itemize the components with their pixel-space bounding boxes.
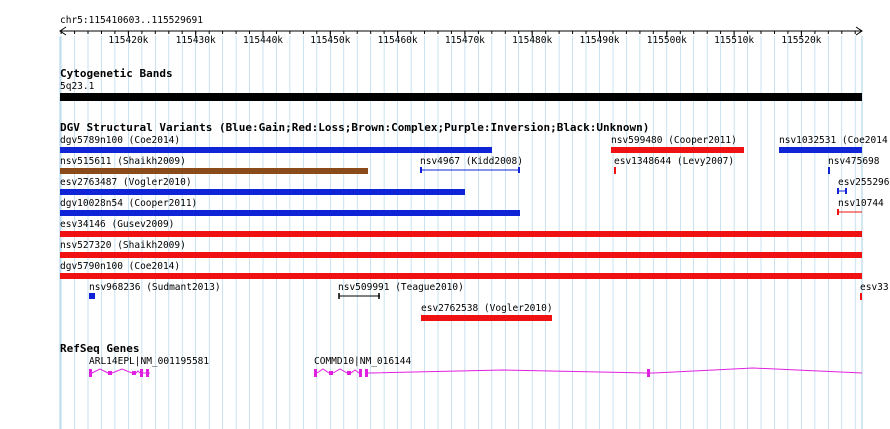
cytoband-bar[interactable] [60,93,862,101]
feature-label: dgv5789n100 (Coe2014) [60,135,181,146]
feature-label: esv2763487 (Vogler2010) [60,177,192,188]
cytoband-track-title: Cytogenetic Bands [60,67,173,80]
feature-label: nsv527320 (Shaikh2009) [60,240,186,251]
ruler-tick-label: 115520k [781,35,822,46]
feature-label: nsv1032531 (Coe2014 [779,135,888,146]
feature-loss-bar[interactable] [860,293,862,300]
feature-label: esv1348644 (Levy2007) [614,156,735,167]
ruler-tick-label: 115460k [377,35,418,46]
ruler-tick-label: 115480k [512,35,553,46]
feature-loss-bar[interactable] [421,315,552,321]
feature-label: dgv10028n54 (Cooper2011) [60,198,198,209]
feature-label: esv255296 [838,177,890,188]
feature-label: nsv968236 (Sudmant2013) [89,282,221,293]
feature-gain-bar[interactable] [89,293,95,299]
feature-label: nsv515611 (Shaikh2009) [60,156,186,167]
ruler-tick-label: 115470k [444,35,485,46]
gene-label: ARL14EPL|NM_001195581 [89,356,210,367]
feature-gain-bar[interactable] [420,165,522,175]
feature-gain-bar[interactable] [837,186,849,196]
feature-gain-bar[interactable] [779,147,862,153]
feature-label: dgv5790n100 (Coe2014) [60,261,181,272]
gene-label: COMMD10|NM_016144 [314,356,412,367]
gene-arl14epl-model[interactable] [88,365,154,379]
dgv-track-title: DGV Structural Variants (Blue:Gain;Red:L… [60,121,650,134]
feature-loss-bar[interactable] [614,167,616,174]
ruler-tick-label: 115420k [108,35,149,46]
ruler-tick-label: 115490k [579,35,620,46]
feature-label: esv2762538 (Vogler2010) [421,303,553,314]
ruler[interactable] [0,24,890,48]
refseq-track-title: RefSeq Genes [60,342,140,355]
feature-gain-bar[interactable] [828,167,830,174]
feature-label: nsv475698 [828,156,880,167]
ruler-tick-label: 115500k [646,35,687,46]
feature-gain-bar[interactable] [60,210,520,216]
feature-loss-bar[interactable] [837,207,862,217]
ruler-tick-label: 115510k [714,35,755,46]
cytoband-label: 5q23.1 [60,81,95,92]
feature-loss-bar[interactable] [611,147,744,153]
ruler-tick-label: 115430k [175,35,216,46]
feature-label: nsv10744 [838,198,884,209]
feature-loss-bar[interactable] [60,231,862,237]
feature-label: esv34146 (Gusev2009) [60,219,175,230]
feature-loss-bar[interactable] [60,252,862,258]
feature-loss-bar[interactable] [60,273,862,279]
gene-commd10-model[interactable] [313,363,862,381]
ruler-tick-label: 115440k [242,35,284,46]
ruler-tick-label: 115450k [310,35,351,46]
feature-unknown-bar[interactable] [338,291,382,301]
feature-gain-bar[interactable] [60,147,492,153]
feature-label: nsv4967 (Kidd2008) [420,156,523,167]
feature-gain-bar[interactable] [60,189,465,195]
feature-complex-bar[interactable] [60,168,368,174]
feature-label: esv33 [860,282,889,293]
location-label: chr5:115410603..115529691 [60,15,203,26]
feature-label: nsv509991 (Teague2010) [338,282,464,293]
feature-label: nsv599480 (Cooper2011) [611,135,737,146]
